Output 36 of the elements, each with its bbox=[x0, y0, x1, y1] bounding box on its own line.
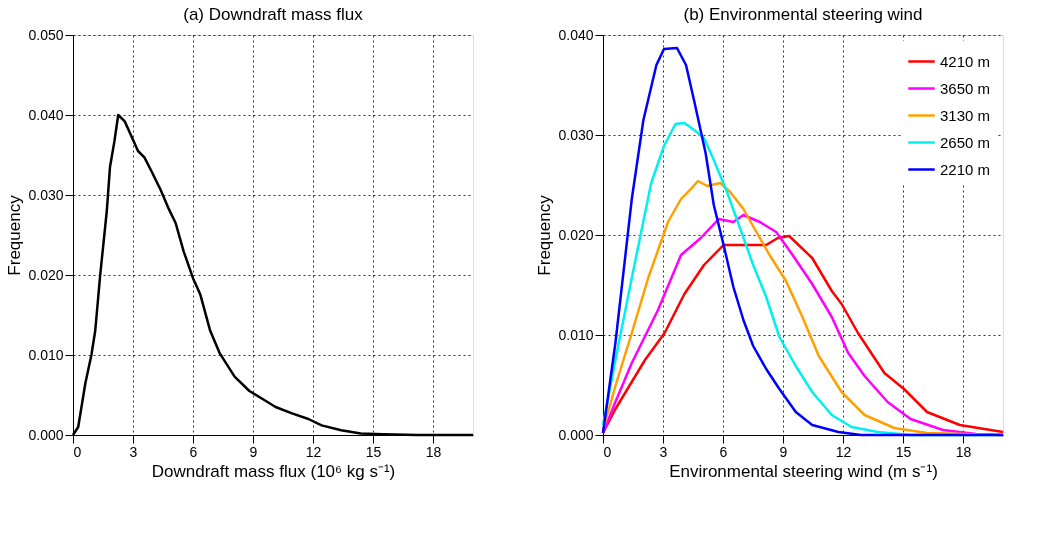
x-axis-title: Downdraft mass flux (10⁶ kg s⁻¹) bbox=[151, 461, 396, 481]
y-tick-label: 0.030 bbox=[28, 186, 64, 203]
y-tick-label: 0.020 bbox=[558, 226, 594, 243]
x-tick-label: 0 bbox=[603, 443, 612, 460]
x-tick-label: 6 bbox=[189, 443, 198, 460]
x-tick-label: 15 bbox=[365, 443, 382, 460]
y-tick-label: 0.010 bbox=[558, 326, 594, 343]
x-tick-label: 18 bbox=[955, 443, 972, 460]
x-tick-label: 18 bbox=[425, 443, 442, 460]
legend-label: 2650 m bbox=[940, 133, 991, 151]
y-tick-label: 0.010 bbox=[28, 346, 64, 363]
x-tick-label: 12 bbox=[835, 443, 852, 460]
y-tick-label: 0.000 bbox=[558, 426, 594, 443]
legend-label: 2210 m bbox=[940, 160, 991, 178]
y-tick-label: 0.020 bbox=[28, 266, 64, 283]
x-tick-label: 9 bbox=[249, 443, 258, 460]
legend-label: 4210 m bbox=[940, 52, 991, 70]
x-tick-label: 3 bbox=[129, 443, 138, 460]
x-tick-label: 0 bbox=[73, 443, 82, 460]
y-axis-title: Frequency bbox=[535, 194, 555, 276]
chart-title: (a) Downdraft mass flux bbox=[183, 5, 364, 24]
x-tick-label: 3 bbox=[659, 443, 668, 460]
chart-title: (b) Environmental steering wind bbox=[683, 5, 923, 24]
x-axis-title: Environmental steering wind (m s⁻¹) bbox=[669, 461, 938, 481]
y-tick-label: 0.000 bbox=[28, 426, 64, 443]
y-tick-label: 0.030 bbox=[558, 126, 594, 143]
x-tick-label: 9 bbox=[779, 443, 788, 460]
x-tick-label: 6 bbox=[719, 443, 728, 460]
legend-label: 3650 m bbox=[940, 79, 991, 97]
legend-label: 3130 m bbox=[940, 106, 991, 124]
x-tick-label: 15 bbox=[895, 443, 912, 460]
y-axis-title: Frequency bbox=[5, 194, 25, 276]
y-tick-label: 0.040 bbox=[28, 106, 64, 123]
y-tick-label: 0.050 bbox=[28, 26, 64, 43]
x-tick-label: 12 bbox=[305, 443, 322, 460]
y-tick-label: 0.040 bbox=[558, 26, 594, 43]
